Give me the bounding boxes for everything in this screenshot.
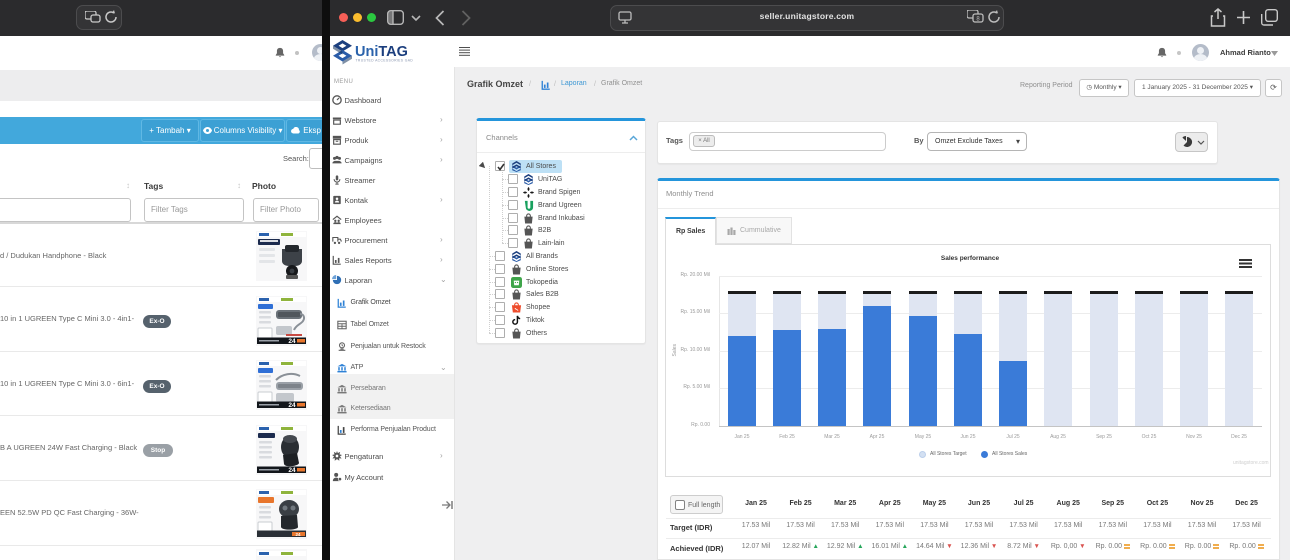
svg-text:8: 8 [976,17,980,23]
svg-text:24: 24 [288,467,296,474]
svg-text:TRUSTED ACCESSORIES GADGET: TRUSTED ACCESSORIES GADGET [356,59,414,63]
svg-text:24: 24 [288,402,296,409]
svg-text:24: 24 [295,532,301,537]
svg-text:UniTAG: UniTAG [355,44,408,60]
svg-text:24: 24 [288,338,296,345]
